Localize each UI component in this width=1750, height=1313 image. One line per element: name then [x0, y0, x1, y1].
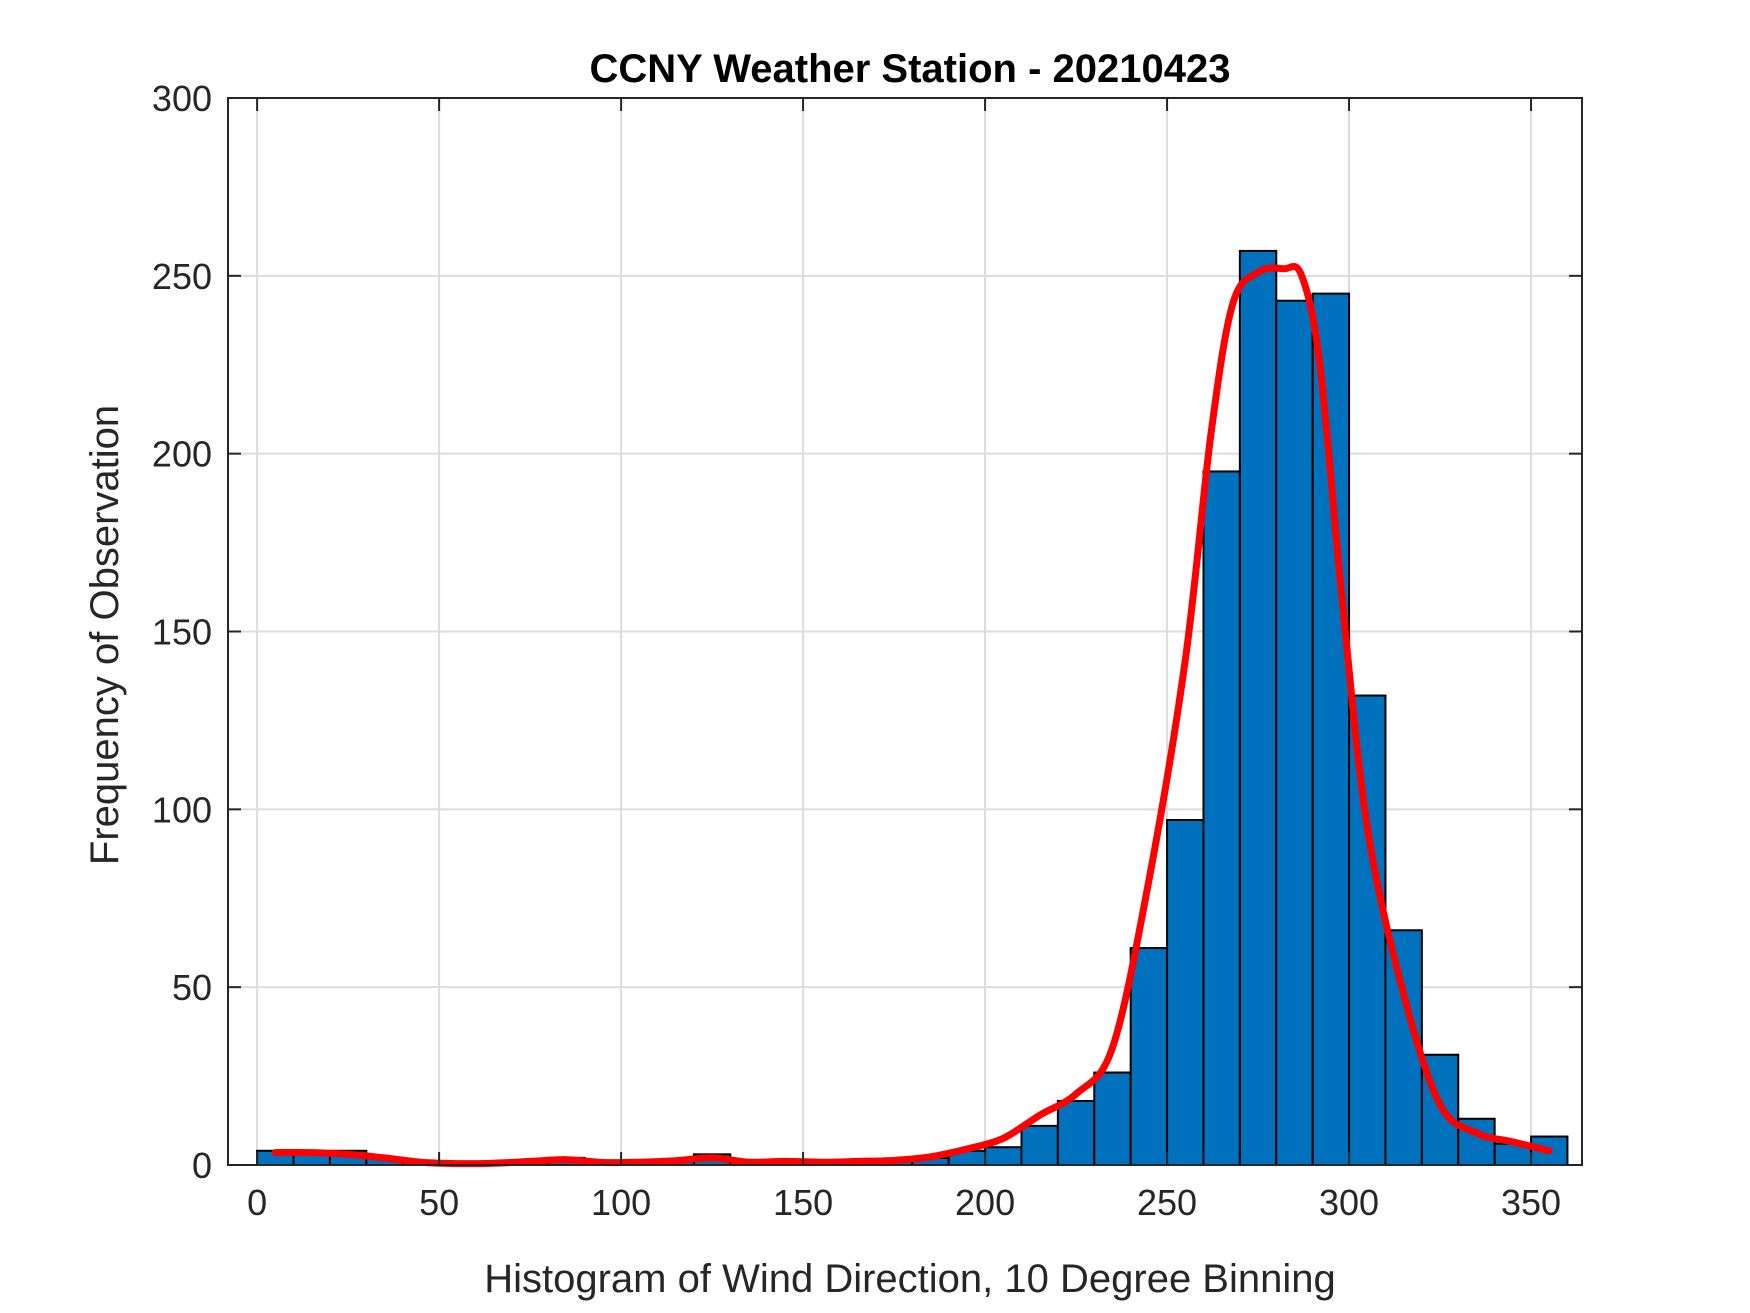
- x-tick-label: 200: [955, 1182, 1015, 1223]
- x-tick-label: 350: [1501, 1182, 1561, 1223]
- histogram-bar: [1238, 249, 1278, 1167]
- histogram-bar: [1129, 947, 1169, 1166]
- y-tick-label: 100: [152, 789, 212, 830]
- histogram-bar: [1311, 292, 1351, 1167]
- histogram-bar: [1020, 1124, 1059, 1167]
- histogram-bar: [1348, 694, 1387, 1167]
- histogram-bar: [1166, 819, 1205, 1167]
- y-tick-labels: 0 50 100 150 200 250 300: [152, 78, 212, 1186]
- y-tick-label: 250: [152, 256, 212, 297]
- x-tick-label: 150: [773, 1182, 833, 1223]
- y-tick-label: 300: [152, 78, 212, 119]
- x-tick-labels: 0 50 100 150 200 250 300 350: [247, 1182, 1561, 1223]
- density-curve: [271, 262, 1553, 1168]
- chart-title: CCNY Weather Station - 20210423: [590, 47, 1231, 91]
- histogram-bar: [1056, 1099, 1096, 1166]
- x-tick-label: 0: [247, 1182, 267, 1223]
- histogram-bar: [1093, 1071, 1132, 1166]
- y-tick-label: 200: [152, 434, 212, 475]
- y-tick-label: 50: [172, 967, 212, 1008]
- x-tick-label: 250: [1137, 1182, 1197, 1223]
- axis-ticks: [228, 97, 1582, 1166]
- histogram-bar: [984, 1146, 1023, 1167]
- x-tick-label: 100: [591, 1182, 651, 1223]
- y-axis-label: Frequency of Observation: [83, 405, 127, 865]
- histogram-bar: [1202, 470, 1241, 1166]
- y-tick-label: 150: [152, 612, 212, 653]
- x-axis-label: Histogram of Wind Direction, 10 Degree B…: [484, 1257, 1336, 1301]
- y-tick-label: 0: [192, 1145, 212, 1186]
- x-tick-label: 50: [419, 1182, 459, 1223]
- x-tick-label: 300: [1319, 1182, 1379, 1223]
- histogram-bar: [1275, 299, 1314, 1167]
